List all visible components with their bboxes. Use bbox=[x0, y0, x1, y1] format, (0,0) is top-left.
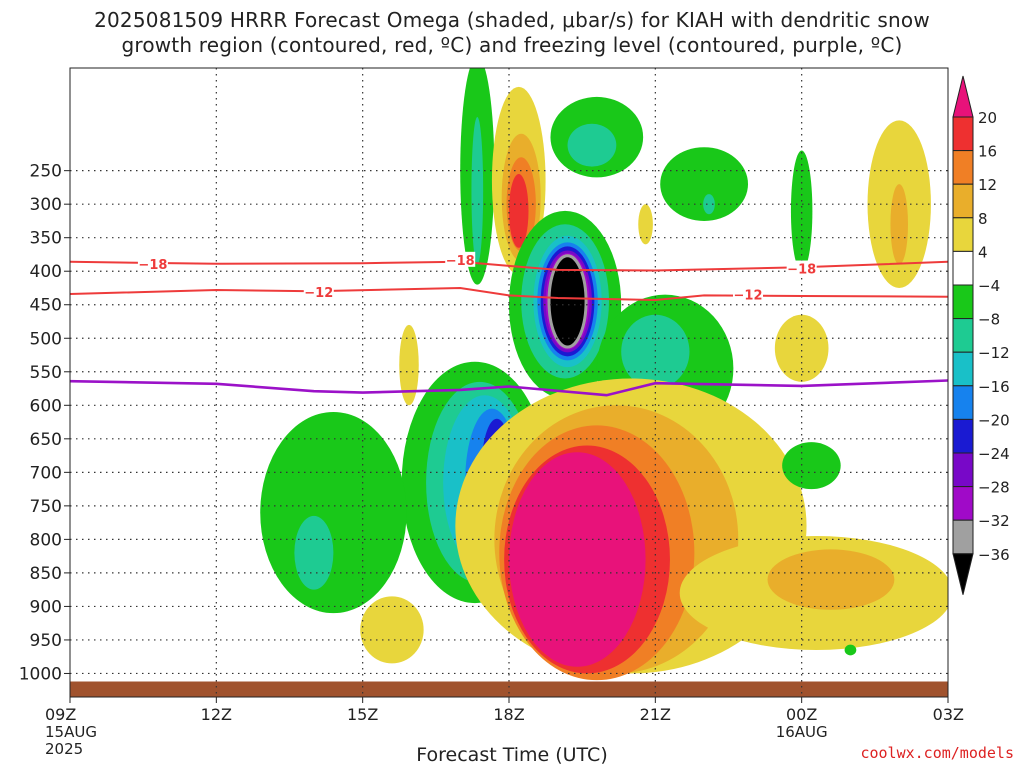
colorbar-segment bbox=[952, 217, 974, 252]
colorbar-label: −28 bbox=[978, 479, 1010, 497]
colorbar-segment bbox=[952, 452, 974, 488]
y-tick-label: 800 bbox=[30, 530, 62, 550]
chart-title-line-1: 2025081509 HRRR Forecast Omega (shaded, … bbox=[94, 8, 930, 32]
contour-label-bg bbox=[303, 284, 334, 300]
colorbar-segment bbox=[952, 284, 974, 320]
colorbar-label: −12 bbox=[978, 344, 1010, 362]
y-tick-label: 750 bbox=[30, 497, 62, 517]
y-tick-label: 300 bbox=[30, 195, 62, 215]
colorbar-segment bbox=[952, 250, 974, 286]
omega-region bbox=[703, 194, 715, 215]
omega-region bbox=[260, 412, 407, 614]
colorbar-label: 8 bbox=[978, 210, 988, 228]
freezing-level-contour bbox=[70, 379, 948, 397]
colorbar-label: 20 bbox=[978, 109, 997, 127]
y-tick-label: 850 bbox=[30, 564, 62, 584]
omega-region bbox=[638, 204, 653, 245]
colorbar-label: −24 bbox=[978, 445, 1010, 463]
omega-region bbox=[399, 324, 419, 406]
contour-label-bg bbox=[445, 251, 476, 267]
y-axis: 250 300 350 400 450 500 550 600 650 700 750 800 850 9… bbox=[19, 162, 70, 684]
colorbar-segment bbox=[952, 116, 974, 152]
omega-region bbox=[790, 150, 813, 272]
colorbar-label: −20 bbox=[978, 411, 1010, 429]
x-tick-label: 15Z bbox=[347, 705, 378, 724]
contour-label: −18 bbox=[138, 258, 167, 273]
x-tick-date: 16AUG bbox=[776, 723, 828, 741]
x-tick-label: 18Z bbox=[493, 705, 524, 724]
y-tick-label: 900 bbox=[30, 597, 62, 617]
colorbar-segment bbox=[952, 519, 974, 555]
colorbar-label: 4 bbox=[978, 243, 988, 261]
y-tick-label: 1000 bbox=[19, 664, 62, 684]
colorbar: 20 16 12 8 4 −4 −8 −12 −16 −20 −24 −28 −32 −36 bbox=[952, 75, 1010, 595]
omega-region bbox=[767, 549, 895, 610]
y-tick-label: 650 bbox=[30, 430, 62, 450]
omega-region bbox=[782, 442, 841, 490]
colorbar-segment bbox=[952, 385, 974, 420]
colorbar-segment bbox=[952, 553, 974, 595]
y-tick-label: 450 bbox=[30, 296, 62, 316]
colorbar-label: −4 bbox=[978, 277, 1000, 295]
colorbar-segment bbox=[952, 486, 974, 521]
x-tick-label: 12Z bbox=[201, 705, 232, 724]
y-tick-label: 250 bbox=[30, 162, 62, 182]
colorbar-segment bbox=[952, 351, 974, 387]
y-tick-label: 550 bbox=[30, 363, 62, 383]
omega-region bbox=[509, 452, 646, 667]
contour-label: −12 bbox=[304, 286, 333, 301]
omega-region bbox=[567, 123, 617, 167]
y-tick-label: 400 bbox=[30, 262, 62, 282]
omega-region bbox=[844, 644, 857, 656]
colorbar-label: −36 bbox=[978, 546, 1010, 564]
colorbar-label: −8 bbox=[978, 311, 1000, 329]
colorbar-label: 16 bbox=[978, 143, 997, 161]
x-tick-year: 2025 bbox=[45, 740, 83, 758]
colorbar-label: −32 bbox=[978, 512, 1010, 530]
colorbar-segment bbox=[952, 318, 974, 353]
omega-region bbox=[660, 147, 749, 221]
y-tick-label: 500 bbox=[30, 329, 62, 349]
omega-region bbox=[509, 174, 529, 248]
temperature-contours: −18 −18 −18 −12 −12 bbox=[70, 251, 948, 397]
ground-strip bbox=[70, 681, 948, 697]
contour-label-bg bbox=[137, 255, 168, 271]
colorbar-label: 12 bbox=[978, 176, 997, 194]
x-axis-title: Forecast Time (UTC) bbox=[416, 744, 608, 766]
colorbar-label: −16 bbox=[978, 378, 1010, 396]
dendritic-contour bbox=[70, 260, 948, 272]
colorbar-segment bbox=[952, 183, 974, 219]
contour-label: −18 bbox=[787, 263, 816, 278]
omega-region bbox=[294, 515, 334, 590]
x-tick-label: 09Z bbox=[45, 705, 76, 724]
chart-title: 2025081509 HRRR Forecast Omega (shaded, … bbox=[0, 8, 1024, 58]
omega-region bbox=[471, 117, 484, 265]
colorbar-segment bbox=[952, 150, 974, 185]
credit-link[interactable]: coolwx.com/models bbox=[860, 744, 1014, 762]
y-tick-label: 350 bbox=[30, 229, 62, 249]
contour-label: −18 bbox=[446, 254, 475, 269]
x-tick-label: 03Z bbox=[933, 705, 964, 724]
contour-label-bg bbox=[786, 260, 817, 276]
omega-region bbox=[360, 596, 424, 664]
chart-title-line-2: growth region (contoured, red, ºC) and f… bbox=[121, 33, 903, 57]
x-tick-date: 15AUG bbox=[45, 723, 97, 741]
colorbar-segment bbox=[952, 75, 974, 118]
contour-label: −12 bbox=[734, 289, 763, 304]
y-tick-label: 950 bbox=[30, 631, 62, 651]
y-tick-label: 700 bbox=[30, 463, 62, 483]
gridlines bbox=[70, 68, 948, 697]
omega-shading bbox=[70, 68, 948, 697]
omega-region bbox=[774, 314, 829, 382]
x-tick-label: 21Z bbox=[640, 705, 671, 724]
colorbar-segment bbox=[952, 418, 974, 454]
omega-region bbox=[621, 314, 690, 389]
omega-region bbox=[547, 254, 588, 349]
x-tick-label: 00Z bbox=[786, 705, 817, 724]
y-tick-label: 600 bbox=[30, 396, 62, 416]
contour-label-bg bbox=[733, 286, 764, 302]
omega-region bbox=[890, 184, 909, 265]
